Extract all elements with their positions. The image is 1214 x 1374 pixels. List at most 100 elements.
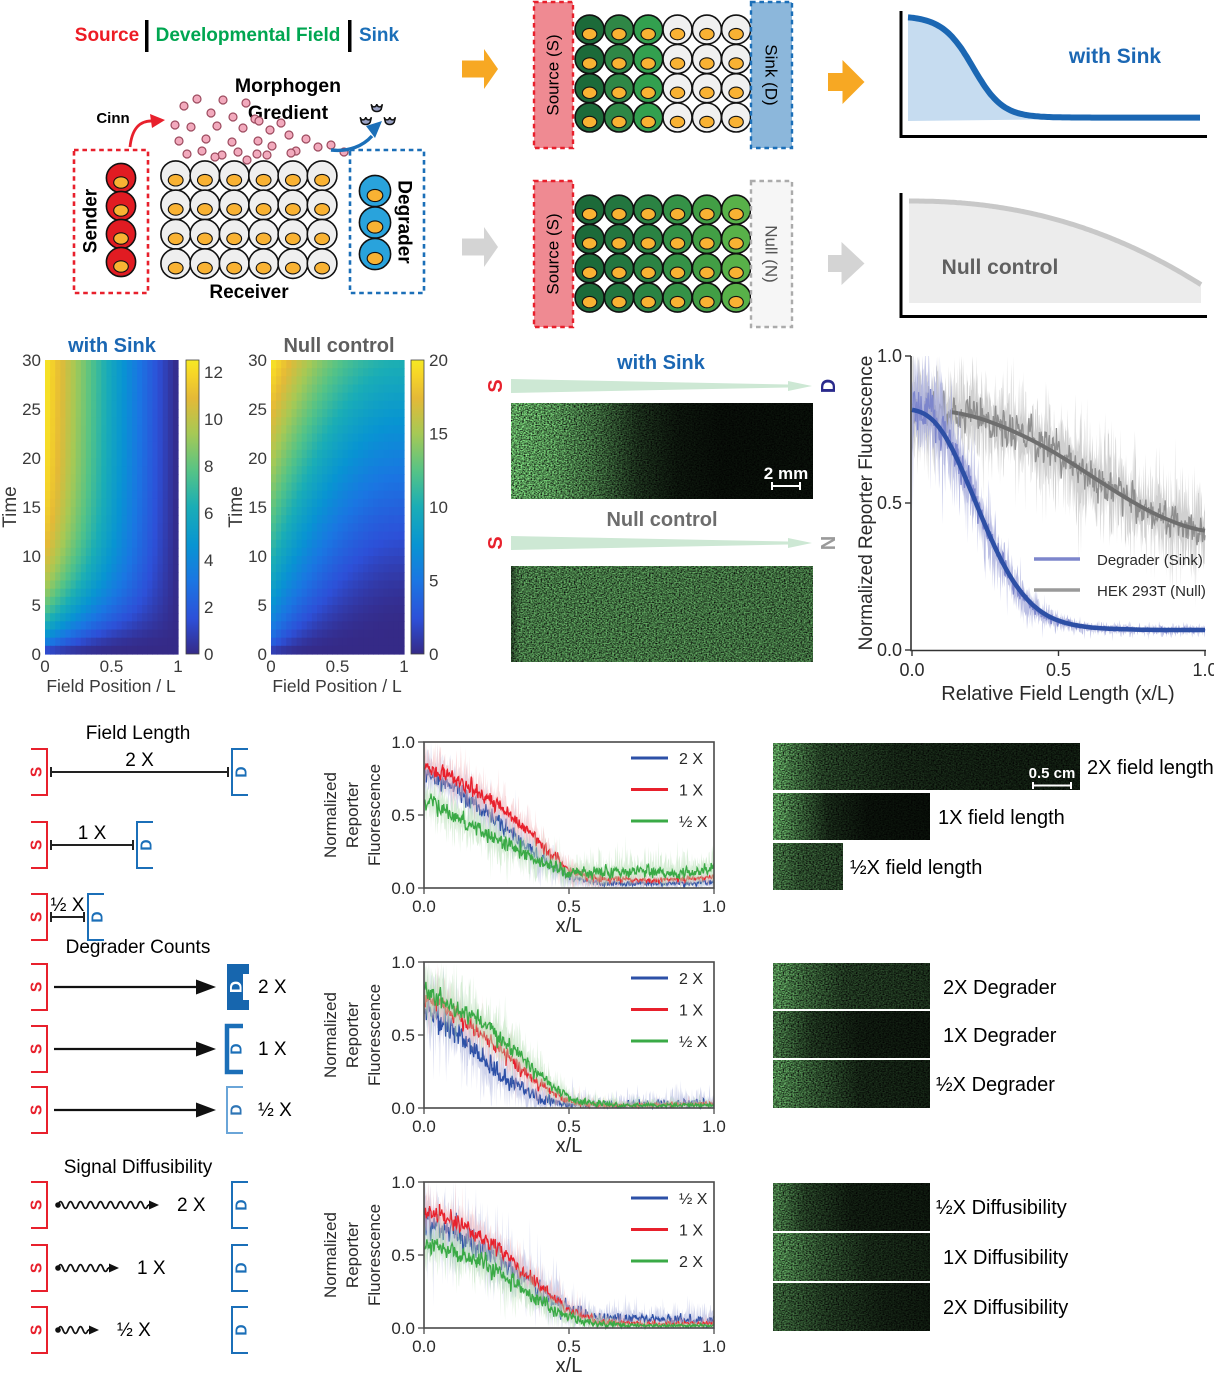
svg-text:30: 30 (22, 351, 41, 370)
svg-text:20: 20 (248, 449, 267, 468)
svg-text:15: 15 (22, 498, 41, 517)
svg-text:2 X: 2 X (125, 750, 154, 771)
svg-text:1.0: 1.0 (877, 346, 902, 366)
svg-text:½ X: ½ X (258, 1100, 292, 1121)
svg-text:Null control: Null control (942, 256, 1059, 279)
svg-text:Null control: Null control (606, 509, 717, 531)
svg-text:8: 8 (204, 457, 213, 476)
svg-text:1 X: 1 X (679, 783, 703, 800)
svg-text:0.5: 0.5 (557, 897, 581, 916)
svg-text:S: S (485, 379, 507, 392)
svg-text:1 X: 1 X (137, 1258, 166, 1279)
svg-text:1: 1 (399, 657, 408, 676)
svg-text:0: 0 (40, 657, 49, 676)
svg-text:6: 6 (204, 504, 213, 523)
svg-text:0.0: 0.0 (412, 897, 436, 916)
svg-text:1.0: 1.0 (702, 897, 726, 916)
svg-text:½X Degrader: ½X Degrader (936, 1074, 1055, 1096)
svg-text:Sender: Sender (81, 188, 102, 253)
svg-text:0.5: 0.5 (557, 1117, 581, 1136)
svg-text:0.5: 0.5 (877, 493, 902, 513)
svg-text:1.0: 1.0 (1192, 660, 1214, 680)
svg-text:0: 0 (266, 657, 275, 676)
svg-text:D: D (139, 839, 156, 850)
svg-text:1X Degrader: 1X Degrader (943, 1025, 1057, 1047)
svg-text:0.0: 0.0 (391, 1099, 415, 1118)
svg-text:S: S (29, 982, 46, 992)
svg-text:S: S (29, 767, 46, 777)
svg-text:4: 4 (204, 551, 213, 570)
svg-text:1.0: 1.0 (702, 1117, 726, 1136)
svg-text:D: D (227, 981, 246, 993)
svg-text:with Sink: with Sink (67, 335, 157, 357)
svg-text:1 X: 1 X (679, 1223, 703, 1240)
svg-text:Normalized: Normalized (321, 1212, 340, 1298)
svg-text:½X Diffusibility: ½X Diffusibility (936, 1197, 1067, 1219)
svg-text:Source (S): Source (S) (544, 213, 563, 294)
svg-text:10: 10 (248, 547, 267, 566)
svg-text:25: 25 (248, 400, 267, 419)
svg-text:10: 10 (429, 498, 448, 517)
svg-text:0.0: 0.0 (391, 1319, 415, 1338)
svg-text:½ X: ½ X (51, 895, 85, 916)
svg-text:2 X: 2 X (679, 751, 703, 768)
svg-text:D: D (234, 1199, 251, 1210)
svg-text:Relative Field Length (x/L): Relative Field Length (x/L) (941, 683, 1174, 705)
svg-text:0: 0 (32, 645, 41, 664)
svg-text:5: 5 (32, 596, 41, 615)
svg-text:Null (N): Null (N) (762, 225, 781, 283)
svg-text:0.5: 0.5 (1046, 660, 1071, 680)
svg-text:D: D (234, 1324, 251, 1335)
svg-text:D: D (818, 379, 840, 393)
svg-text:Reporter: Reporter (343, 1002, 362, 1068)
svg-text:Source: Source (75, 25, 139, 46)
svg-text:0: 0 (204, 645, 213, 664)
svg-text:2 mm: 2 mm (764, 464, 808, 483)
svg-text:D: D (229, 1104, 246, 1115)
svg-text:1.0: 1.0 (391, 953, 415, 972)
svg-text:with Sink: with Sink (1068, 45, 1161, 68)
svg-text:0.5: 0.5 (326, 657, 350, 676)
svg-text:0.5: 0.5 (391, 806, 415, 825)
svg-text:0.5 cm: 0.5 cm (1029, 765, 1076, 782)
svg-text:2X field length: 2X field length (1087, 757, 1214, 779)
svg-text:0.5: 0.5 (557, 1337, 581, 1356)
svg-text:S: S (29, 840, 46, 850)
svg-text:1 X: 1 X (258, 1039, 287, 1060)
svg-text:Gredient: Gredient (248, 102, 329, 124)
svg-text:15: 15 (248, 498, 267, 517)
svg-text:Field Position / L: Field Position / L (272, 676, 402, 696)
svg-text:Sink (D): Sink (D) (762, 44, 781, 105)
svg-text:25: 25 (22, 400, 41, 419)
svg-text:1 X: 1 X (679, 1003, 703, 1020)
svg-text:Field Position / L: Field Position / L (46, 676, 176, 696)
svg-text:20: 20 (429, 351, 448, 370)
svg-text:Degrader: Degrader (394, 180, 415, 264)
svg-text:x/L: x/L (556, 915, 583, 937)
svg-text:0: 0 (258, 645, 267, 664)
svg-text:D: D (234, 766, 251, 777)
svg-text:Time: Time (226, 486, 247, 528)
svg-text:1X field length: 1X field length (938, 807, 1065, 829)
svg-text:½ X: ½ X (117, 1320, 151, 1341)
svg-text:S: S (29, 1325, 46, 1335)
svg-text:0: 0 (429, 645, 438, 664)
svg-text:1.0: 1.0 (391, 733, 415, 752)
svg-text:Developmental Field: Developmental Field (156, 25, 341, 46)
svg-text:x/L: x/L (556, 1355, 583, 1374)
svg-text:Receiver: Receiver (209, 282, 289, 303)
svg-text:Reporter: Reporter (343, 1222, 362, 1288)
svg-text:12: 12 (204, 363, 223, 382)
svg-text:0.0: 0.0 (877, 640, 902, 660)
svg-text:2X Degrader: 2X Degrader (943, 977, 1057, 999)
svg-text:Degrader Counts: Degrader Counts (66, 937, 211, 958)
svg-text:Fluorescence: Fluorescence (365, 984, 384, 1086)
svg-text:2 X: 2 X (258, 977, 287, 998)
svg-text:N: N (818, 536, 840, 550)
svg-text:Normalized: Normalized (321, 772, 340, 858)
svg-text:0.5: 0.5 (100, 657, 124, 676)
svg-text:Time: Time (0, 486, 21, 528)
svg-text:20: 20 (22, 449, 41, 468)
svg-text:2: 2 (204, 598, 213, 617)
svg-text:Fluorescence: Fluorescence (365, 1204, 384, 1306)
